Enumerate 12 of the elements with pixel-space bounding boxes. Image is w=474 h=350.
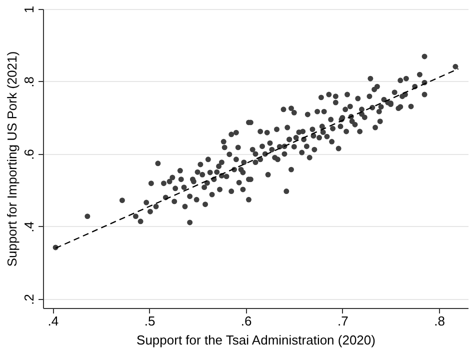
x-tick-label: .4 (48, 314, 59, 328)
x-tick-label: .6 (240, 314, 252, 328)
x-axis-title: Support for the Tsai Administration (2020) (136, 332, 376, 348)
x-tick-label: .7 (338, 314, 348, 328)
y-tick-label: .8 (22, 76, 36, 88)
y-tick-label: 1 (22, 6, 36, 14)
y-tick-label: .6 (22, 149, 36, 160)
y-tick-label: .2 (22, 294, 36, 305)
y-axis-title: Support for Importing US Pork (2021) (4, 51, 20, 267)
x-tick-label: .5 (144, 314, 156, 328)
x-tick-label: .8 (434, 314, 445, 328)
y-tick-label: .4 (22, 222, 36, 232)
